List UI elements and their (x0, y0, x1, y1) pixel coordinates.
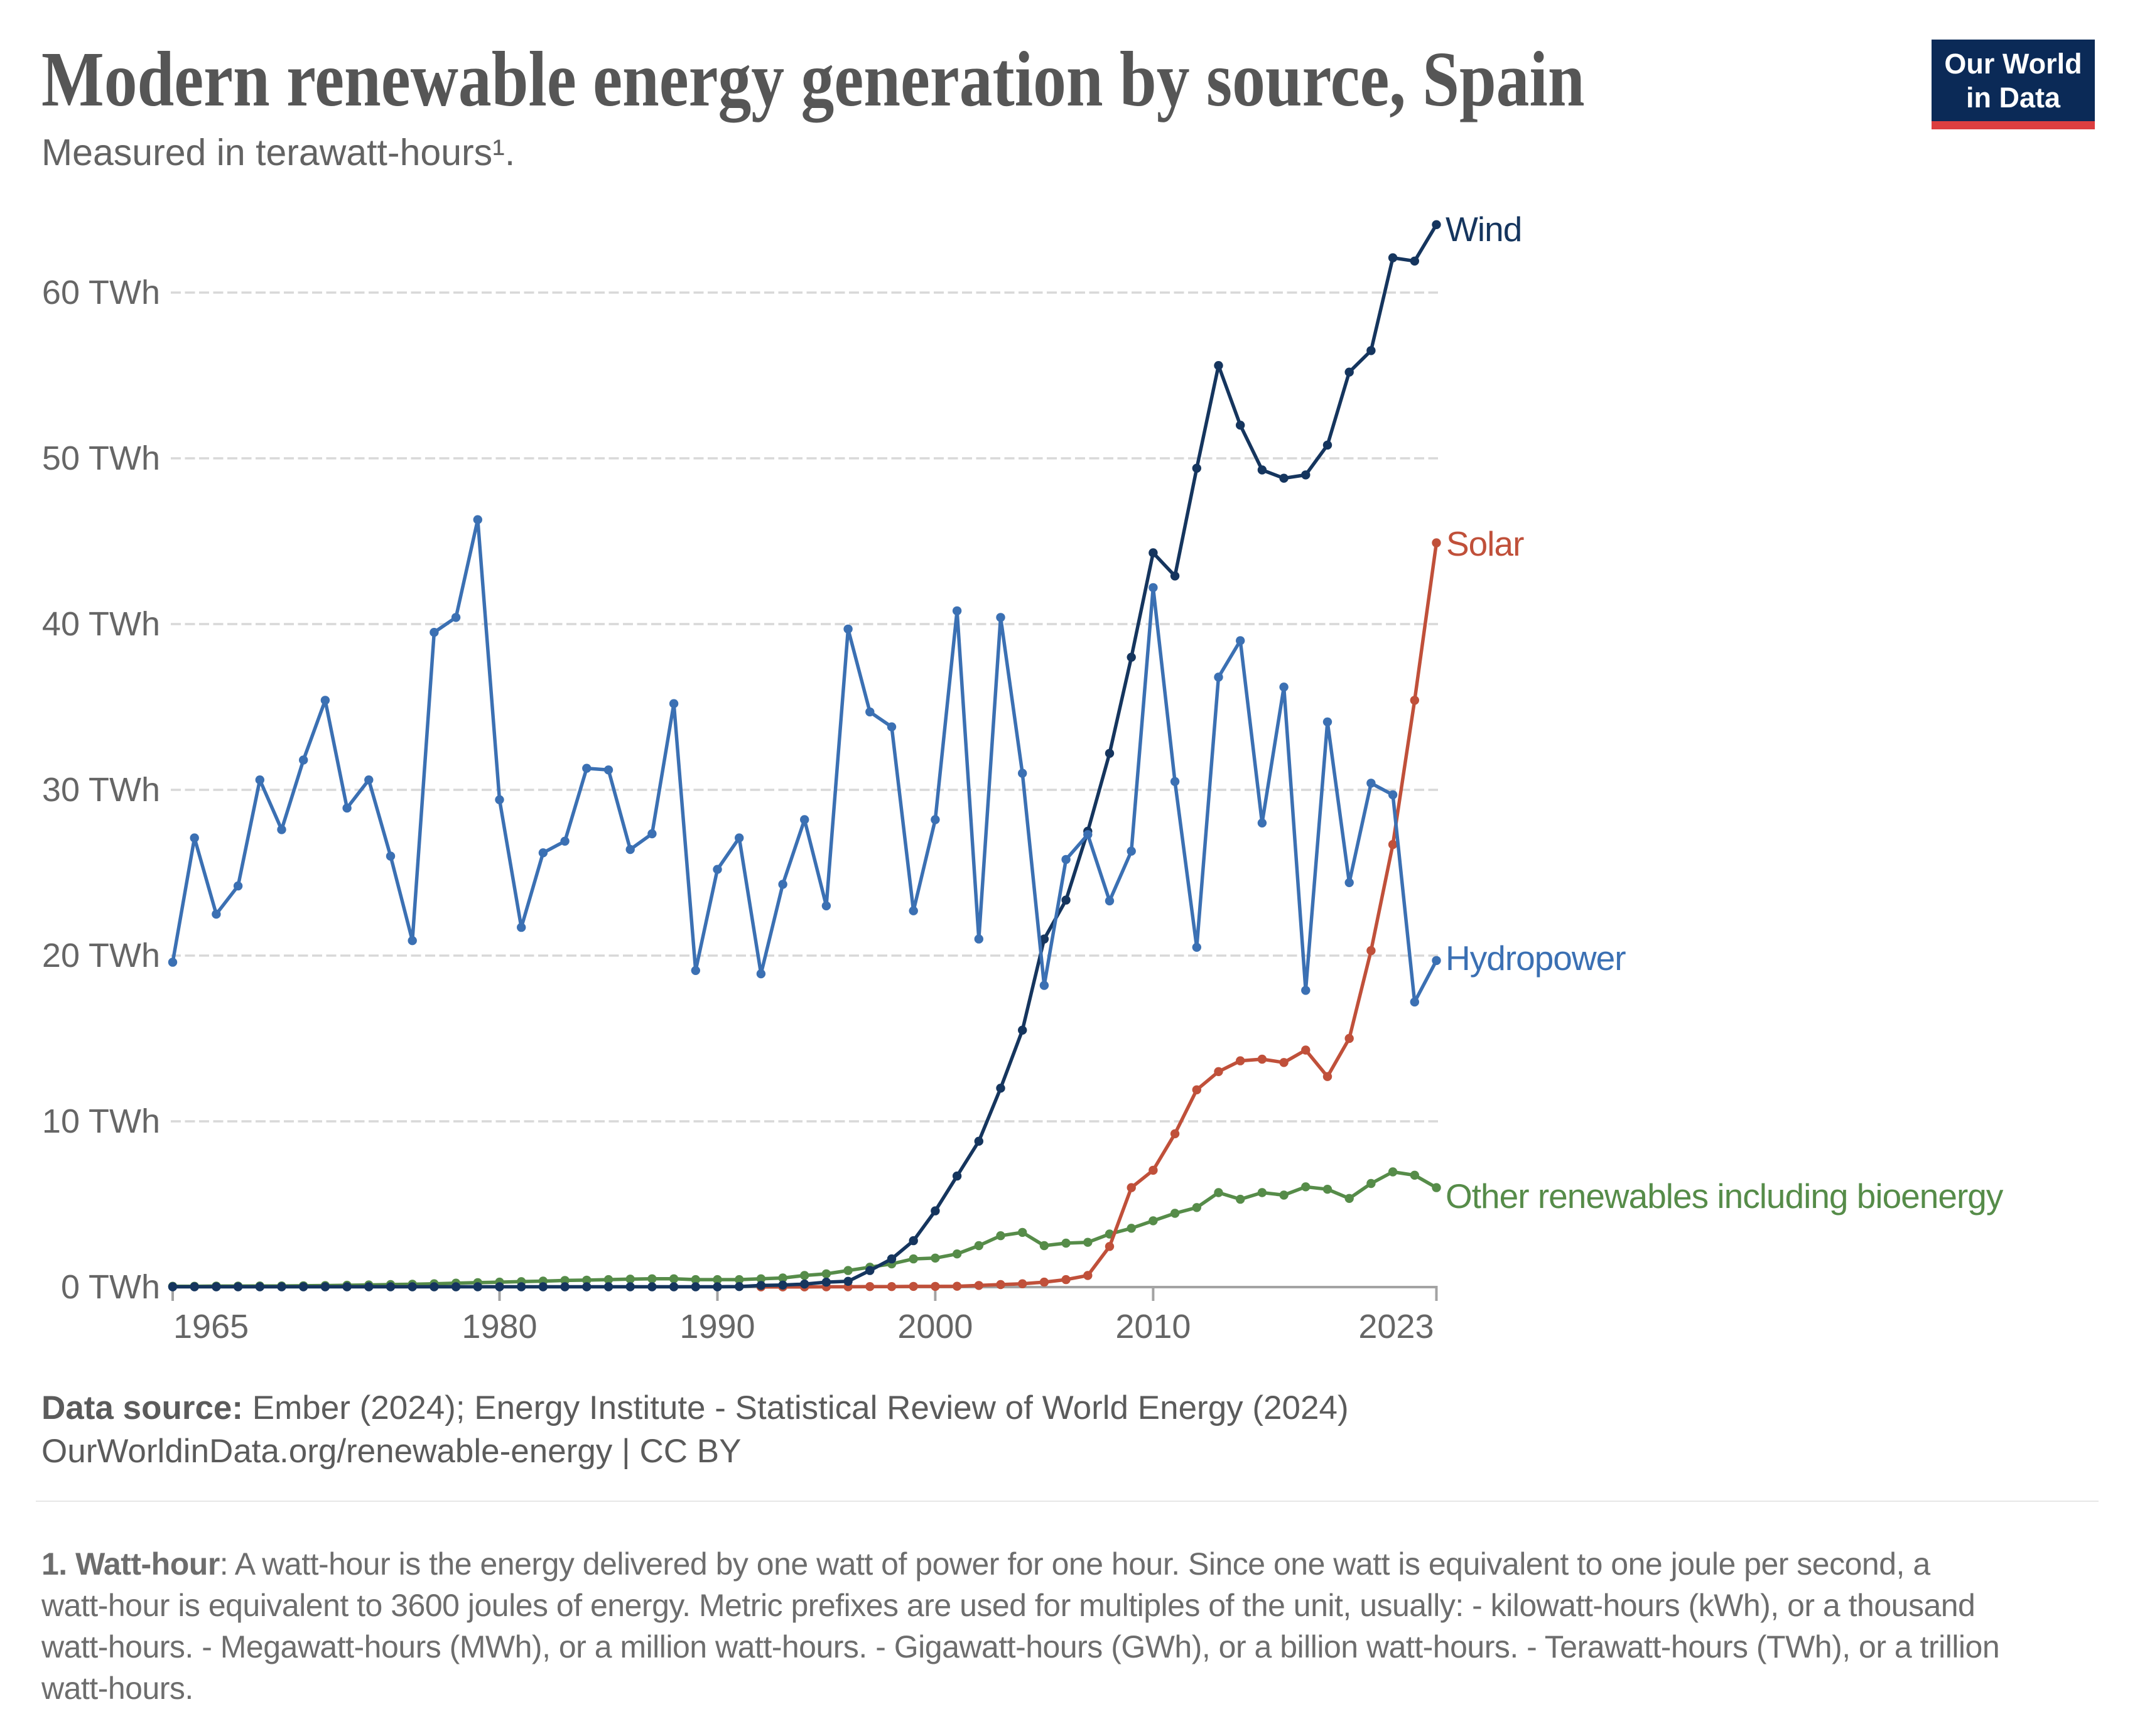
svg-text:20 TWh: 20 TWh (42, 937, 160, 974)
svg-text:1980: 1980 (462, 1308, 537, 1345)
svg-text:40 TWh: 40 TWh (42, 605, 160, 643)
svg-text:Other renewables including bio: Other renewables including bioenergy (1446, 1177, 2004, 1216)
svg-text:1965: 1965 (173, 1308, 249, 1345)
svg-text:1990: 1990 (679, 1308, 755, 1345)
svg-text:10 TWh: 10 TWh (42, 1103, 160, 1140)
svg-text:2000: 2000 (897, 1308, 973, 1345)
svg-text:60 TWh: 60 TWh (42, 274, 160, 311)
svg-text:Hydropower: Hydropower (1446, 939, 1626, 978)
svg-text:Solar: Solar (1446, 524, 1524, 563)
svg-text:30 TWh: 30 TWh (42, 771, 160, 809)
svg-text:Wind: Wind (1446, 210, 1522, 249)
svg-text:0 TWh: 0 TWh (61, 1268, 160, 1306)
svg-text:2023: 2023 (1358, 1308, 1434, 1345)
svg-text:2010: 2010 (1115, 1308, 1191, 1345)
svg-text:50 TWh: 50 TWh (42, 439, 160, 477)
